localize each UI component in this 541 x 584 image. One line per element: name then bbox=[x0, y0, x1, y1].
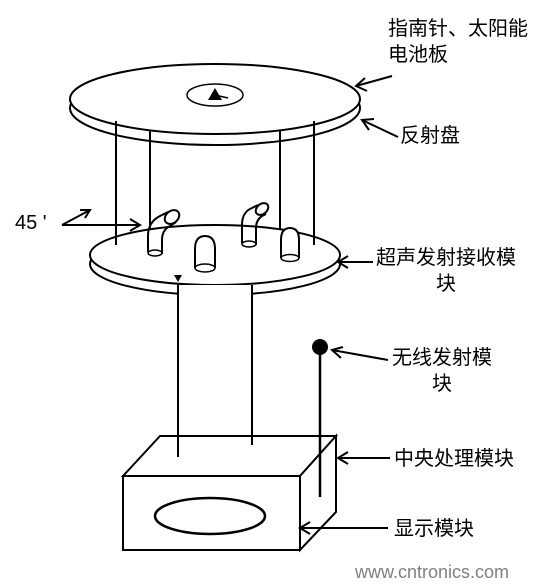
label-reflector: 反射盘 bbox=[400, 123, 460, 149]
label-angle: 45 ' bbox=[15, 210, 47, 236]
ultrasonic-sensor-upright bbox=[281, 228, 299, 262]
display-screen bbox=[155, 498, 265, 534]
label-compass-solar: 指南针、太阳能 电池板 bbox=[388, 16, 528, 68]
label-cpu: 中央处理模块 bbox=[394, 446, 514, 472]
label-text: 无线发射模 bbox=[392, 347, 492, 369]
label-wireless: 无线发射模 块 bbox=[392, 345, 492, 397]
ultrasonic-sensor-upright bbox=[195, 236, 215, 272]
label-display: 显示模块 bbox=[394, 516, 474, 542]
base-top-face bbox=[123, 436, 336, 476]
arrow bbox=[362, 119, 398, 137]
arrow bbox=[62, 210, 140, 231]
label-text: 块 bbox=[392, 371, 492, 397]
label-text: 指南针、太阳能 bbox=[388, 18, 528, 40]
arrow bbox=[338, 256, 373, 268]
arrow bbox=[338, 452, 390, 464]
arrow bbox=[356, 76, 392, 91]
label-text: 电池板 bbox=[388, 44, 448, 66]
pillar bbox=[178, 285, 252, 460]
label-text: 超声发射接收模 bbox=[376, 247, 516, 269]
arrow bbox=[332, 347, 388, 360]
watermark: www.cntronics.com bbox=[355, 562, 509, 583]
antenna-ball bbox=[312, 339, 328, 355]
label-text: 块 bbox=[376, 271, 516, 297]
label-ultrasonic: 超声发射接收模 块 bbox=[376, 245, 516, 297]
